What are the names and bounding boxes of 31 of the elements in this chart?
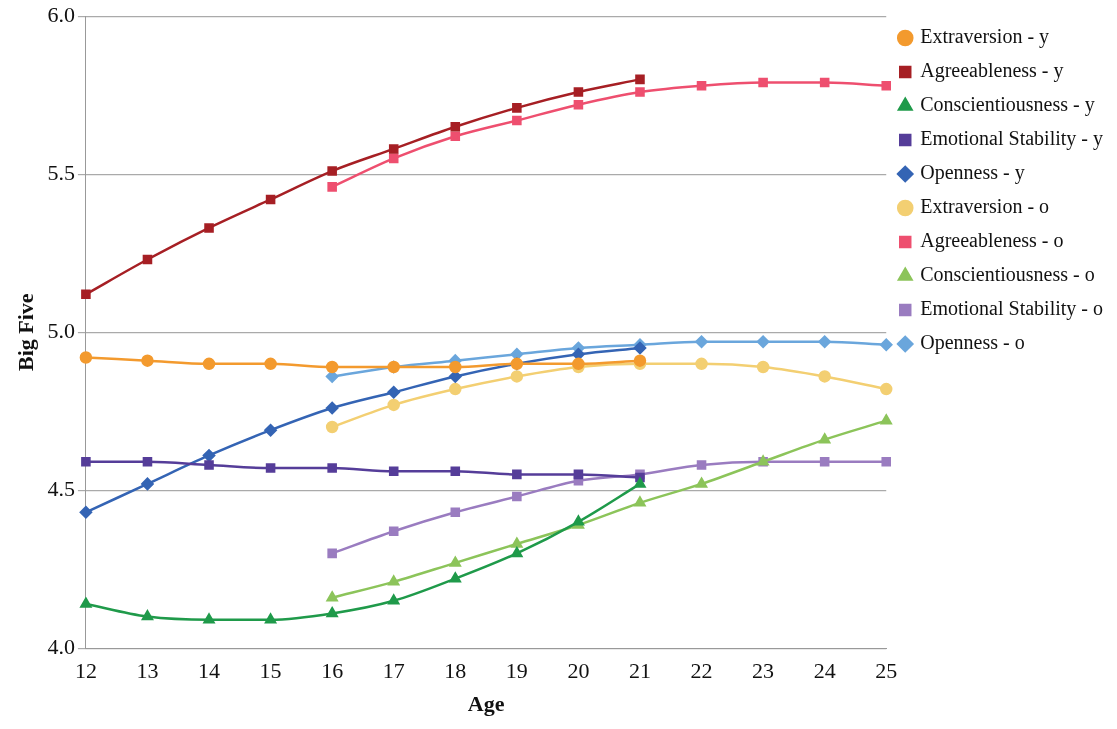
x-tick-label: 22 [690, 658, 713, 684]
x-tick-label: 21 [628, 658, 651, 684]
x-tick-label: 23 [752, 658, 775, 684]
y-tick-label: 6.0 [47, 1, 75, 27]
y-axis-title: Big Five [12, 293, 38, 371]
x-axis-title: Age [467, 691, 505, 717]
x-tick-label: 25 [875, 658, 898, 684]
legend-label: Conscientiousness - o [920, 263, 1095, 286]
y-tick-label: 5.5 [47, 159, 75, 185]
legend-label: Emotional Stability - o [920, 297, 1103, 321]
x-tick-label: 14 [198, 658, 221, 684]
y-tick-label: 4.0 [47, 633, 75, 659]
legend-label: Agreeableness - y [920, 59, 1064, 83]
legend-label: Extraversion - y [920, 25, 1050, 49]
x-tick-label: 24 [813, 658, 836, 684]
legend-label: Conscientiousness - y [920, 93, 1095, 117]
x-tick-label: 15 [259, 658, 282, 684]
x-tick-label: 17 [382, 658, 405, 684]
x-tick-label: 19 [505, 658, 528, 684]
y-tick-label: 5.0 [47, 317, 75, 343]
x-tick-label: 12 [74, 658, 97, 684]
legend-label: Emotional Stability - y [920, 127, 1103, 151]
x-tick-label: 20 [567, 658, 590, 684]
x-tick-label: 13 [136, 658, 159, 684]
x-tick-label: 16 [321, 658, 344, 684]
legend-label: Extraversion - o [920, 195, 1050, 218]
x-tick-label: 18 [444, 658, 467, 684]
legend-label: Openness - y [920, 161, 1025, 185]
legend-label: Openness - o [920, 331, 1025, 355]
legend-label: Agreeableness - o [920, 229, 1064, 253]
y-tick-label: 4.5 [47, 475, 75, 501]
